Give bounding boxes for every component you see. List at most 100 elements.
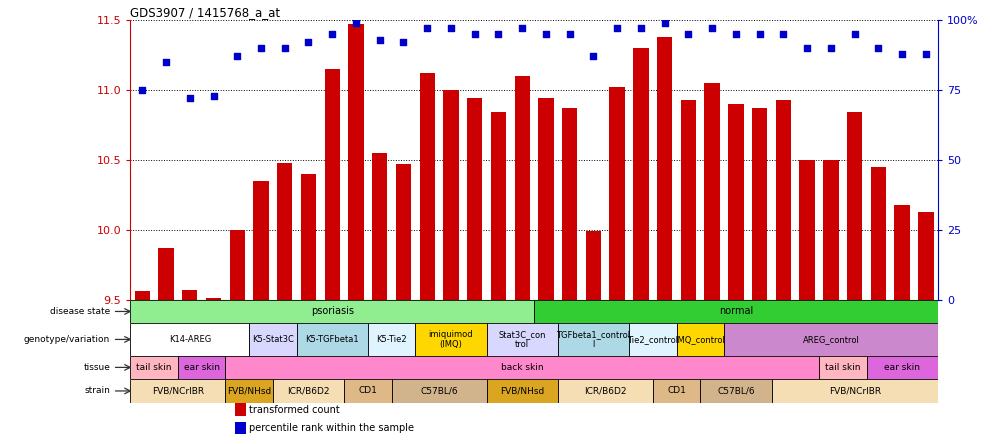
Point xyxy=(395,39,411,46)
Bar xyxy=(130,323,248,356)
Bar xyxy=(415,323,486,356)
Bar xyxy=(917,212,933,300)
Text: transformed count: transformed count xyxy=(248,404,340,415)
Bar xyxy=(723,323,937,356)
Text: tissue: tissue xyxy=(83,363,110,372)
Text: ear skin: ear skin xyxy=(183,363,219,372)
Bar xyxy=(846,112,862,300)
Text: FVB/NHsd: FVB/NHsd xyxy=(226,386,271,396)
Bar xyxy=(557,323,628,356)
Text: FVB/NCrIBR: FVB/NCrIBR xyxy=(828,386,880,396)
Bar xyxy=(134,291,150,300)
Point xyxy=(727,30,743,37)
Bar xyxy=(676,323,723,356)
Bar xyxy=(514,76,529,300)
Text: Tie2_control: Tie2_control xyxy=(626,335,677,344)
Bar xyxy=(277,163,293,300)
Bar xyxy=(130,379,225,403)
Bar xyxy=(486,379,557,403)
Text: K14-AREG: K14-AREG xyxy=(168,335,210,344)
Bar xyxy=(727,104,742,300)
Text: percentile rank within the sample: percentile rank within the sample xyxy=(248,423,414,432)
Text: strain: strain xyxy=(84,386,110,396)
Point xyxy=(277,44,293,52)
Bar xyxy=(235,404,245,416)
Bar xyxy=(632,48,648,300)
Bar xyxy=(368,323,415,356)
Text: CD1: CD1 xyxy=(358,386,377,396)
Point xyxy=(585,53,601,60)
Bar xyxy=(585,231,600,300)
Point xyxy=(703,25,719,32)
Text: back skin: back skin xyxy=(500,363,543,372)
Point xyxy=(443,25,459,32)
Bar xyxy=(158,248,173,300)
Bar xyxy=(225,379,273,403)
Bar xyxy=(561,108,577,300)
Bar xyxy=(699,379,771,403)
Point xyxy=(537,30,553,37)
Point xyxy=(181,95,197,102)
Point xyxy=(846,30,862,37)
Point xyxy=(656,19,672,26)
Text: Stat3C_con
trol: Stat3C_con trol xyxy=(498,330,545,349)
Point xyxy=(419,25,435,32)
Point xyxy=(893,50,909,57)
Point xyxy=(917,50,933,57)
Bar xyxy=(771,379,937,403)
Point xyxy=(372,36,388,43)
Text: disease state: disease state xyxy=(50,307,110,316)
Bar xyxy=(870,167,886,300)
Text: genotype/variation: genotype/variation xyxy=(24,335,110,344)
Point xyxy=(158,58,174,65)
Point xyxy=(490,30,506,37)
Point xyxy=(134,86,150,93)
Bar xyxy=(225,356,819,379)
Bar xyxy=(652,379,699,403)
Text: TGFbeta1_control
l: TGFbeta1_control l xyxy=(556,330,630,349)
Point xyxy=(750,30,767,37)
Bar xyxy=(486,323,557,356)
Text: FVB/NCrIBR: FVB/NCrIBR xyxy=(151,386,203,396)
Bar xyxy=(248,323,297,356)
Bar xyxy=(538,98,553,300)
Bar xyxy=(205,298,221,300)
Point xyxy=(229,53,245,60)
Bar xyxy=(348,24,364,300)
Text: K5-TGFbeta1: K5-TGFbeta1 xyxy=(306,335,359,344)
Text: ICR/B6D2: ICR/B6D2 xyxy=(287,386,330,396)
Bar xyxy=(819,356,866,379)
Point xyxy=(775,30,791,37)
Bar xyxy=(703,83,719,300)
Bar xyxy=(130,300,534,323)
Point xyxy=(608,25,624,32)
Point xyxy=(324,30,340,37)
Point xyxy=(253,44,269,52)
Text: imiquimod
(IMQ): imiquimod (IMQ) xyxy=(428,330,473,349)
Bar xyxy=(443,90,458,300)
Text: ear skin: ear skin xyxy=(884,363,919,372)
Point xyxy=(514,25,530,32)
Text: C57BL/6: C57BL/6 xyxy=(716,386,755,396)
Point xyxy=(822,44,838,52)
Bar xyxy=(419,73,435,300)
Point xyxy=(870,44,886,52)
Text: AREG_control: AREG_control xyxy=(802,335,859,344)
Text: tail skin: tail skin xyxy=(825,363,860,372)
Bar xyxy=(396,164,411,300)
Bar xyxy=(467,98,482,300)
Bar xyxy=(325,69,340,300)
Bar xyxy=(490,112,506,300)
Bar xyxy=(254,181,269,300)
Point xyxy=(679,30,695,37)
Point xyxy=(205,92,221,99)
Bar xyxy=(894,205,909,300)
Bar xyxy=(752,108,767,300)
Bar xyxy=(301,174,316,300)
Bar xyxy=(235,421,245,434)
Bar xyxy=(557,379,652,403)
Bar xyxy=(609,87,624,300)
Bar xyxy=(656,37,671,300)
Bar xyxy=(130,356,177,379)
Bar xyxy=(297,323,368,356)
